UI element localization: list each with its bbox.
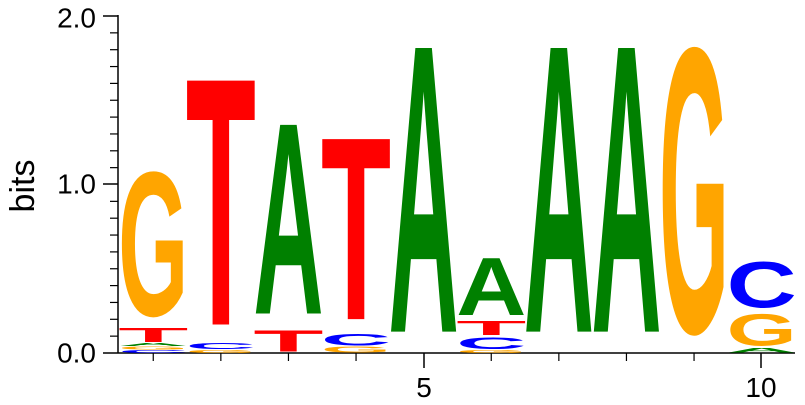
logo-letter-g: G xyxy=(118,129,188,360)
logo-letter-a: A xyxy=(524,0,594,405)
logo-letter-a: A xyxy=(389,0,459,405)
y-tick-label-1: 1.0 xyxy=(57,169,96,200)
logo-letter-g: G xyxy=(659,0,729,405)
x-tick-label-10: 10 xyxy=(745,372,776,403)
logo-letter-a: A xyxy=(456,241,526,333)
logo-letter-c: C xyxy=(727,248,797,322)
y-tick-label-0: 0.0 xyxy=(57,338,96,369)
y-tick-label-2: 2.0 xyxy=(57,3,96,34)
y-axis-label: bits xyxy=(4,160,42,213)
logo-letter-t: T xyxy=(186,3,256,400)
logo-letter-a: A xyxy=(253,66,323,373)
logo-letter-t: T xyxy=(321,82,391,375)
logo-letter-a: A xyxy=(591,0,661,405)
